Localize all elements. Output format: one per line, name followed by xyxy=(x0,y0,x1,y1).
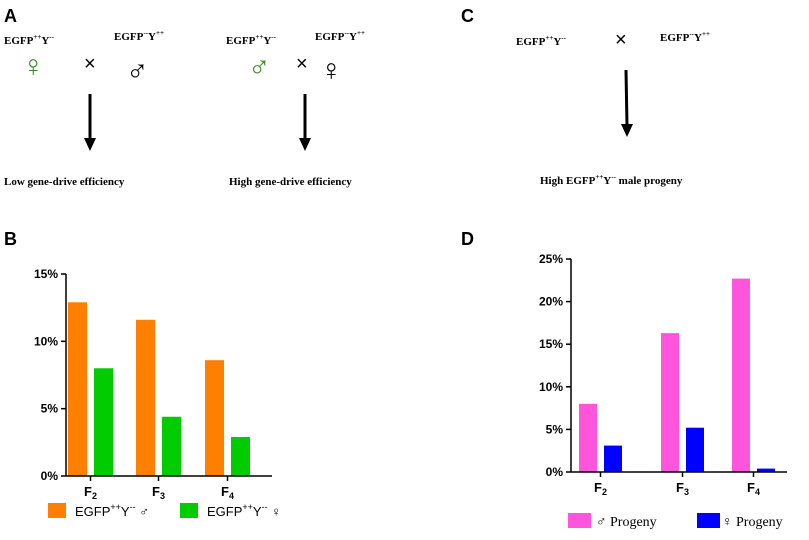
chart-d-legend-swatch-1 xyxy=(697,513,720,528)
cross2-male-symbol-icon: ♂ xyxy=(248,50,271,83)
panel-c-result: High EGFP++Y-- male progeny xyxy=(540,173,683,187)
cross1-female-symbol-icon: ♀ xyxy=(22,50,45,83)
chart-b-bar-1-2 xyxy=(231,436,250,476)
chart-d-legend-label-0: ♂ Progeny xyxy=(596,515,657,530)
chart-b-ytick-label-1: 5% xyxy=(41,402,59,416)
chart-b-bar-1-0 xyxy=(94,368,113,476)
panel-b-letter: B xyxy=(4,229,17,249)
cross2-female-genotype: EGFP--Y++ xyxy=(315,29,365,43)
chart-b-xtick-label-1: F3 xyxy=(152,484,165,501)
panel-c-times-symbol: × xyxy=(615,29,627,51)
chart-b: 0% 5% 10% 15% F2 F3 F4 EGFP++Y-- ♂ EGFP++Y-- ♀ xyxy=(34,267,281,519)
cross2-female-symbol-icon: ♀ xyxy=(320,54,343,87)
panel-c-left-genotype: EGFP++Y-- xyxy=(516,34,567,48)
cross1-times-symbol: × xyxy=(84,53,96,75)
chart-d-xtick-label-0: F2 xyxy=(594,480,607,497)
cross2-times-symbol: × xyxy=(296,53,308,75)
chart-b-legend-swatch-1 xyxy=(180,503,198,518)
chart-b-legend-label-1: EGFP++Y-- ♀ xyxy=(207,502,281,519)
panel-a: A EGFP++Y-- ♀ × EGFP--Y++ ♂ Low gene-dri… xyxy=(4,6,365,188)
chart-b-bar-0-0 xyxy=(68,302,87,476)
chart-b-xtick-label-2: F4 xyxy=(221,484,234,501)
chart-d-bar-0-2 xyxy=(732,278,750,472)
panel-d-letter: D xyxy=(461,229,474,249)
chart-d-bar-1-2 xyxy=(757,468,775,472)
chart-d-ytick-label-0: 0% xyxy=(546,465,564,479)
cross2-male-genotype: EGFP++Y-- xyxy=(226,33,277,47)
chart-d-legend-label-1: ♀ Progeny xyxy=(722,515,783,530)
chart-b-xtick-label-0: F2 xyxy=(84,484,97,501)
chart-b-bar-1-1 xyxy=(162,416,181,476)
chart-d-xtick-label-1: F3 xyxy=(676,480,689,497)
chart-d-bar-0-0 xyxy=(579,403,597,472)
chart-d-bar-1-0 xyxy=(604,445,622,472)
chart-d-legend-swatch-0 xyxy=(568,513,591,528)
chart-d-xtick-label-2: F4 xyxy=(747,480,760,497)
chart-d: 0% 5% 10% 15% 20% 25% F2 F3 F4 ♂ Progeny ♀ Progeny xyxy=(539,252,787,530)
panel-c: C EGFP++Y-- × EGFP--Y++ High EGFP++Y-- m… xyxy=(461,6,710,187)
cross1-female-genotype: EGFP++Y-- xyxy=(4,33,55,47)
cross2-result: High gene-drive efficiency xyxy=(229,176,352,188)
chart-b-bar-0-2 xyxy=(205,360,224,476)
cross1-arrow-head xyxy=(84,138,96,151)
panel-c-letter: C xyxy=(461,6,474,26)
cross1-male-symbol-icon: ♂ xyxy=(126,54,149,87)
chart-b-bar-0-1 xyxy=(136,319,155,476)
chart-b-legend-label-0: EGFP++Y-- ♂ xyxy=(75,502,149,519)
chart-b-ytick-label-3: 15% xyxy=(34,267,58,281)
panel-a-letter: A xyxy=(4,6,17,26)
cross1-male-genotype: EGFP--Y++ xyxy=(114,29,164,43)
panel-c-arrow-head xyxy=(621,124,633,137)
cross2-arrow-head xyxy=(299,138,311,151)
chart-b-ytick-label-0: 0% xyxy=(41,469,59,483)
chart-d-bar-0-1 xyxy=(661,333,679,472)
chart-d-ytick-label-5: 25% xyxy=(539,252,563,266)
chart-b-ytick-label-2: 10% xyxy=(34,334,58,348)
chart-d-ytick-label-4: 20% xyxy=(539,295,563,309)
chart-d-ytick-label-2: 10% xyxy=(539,380,563,394)
chart-d-bar-1-1 xyxy=(686,427,704,472)
panel-c-right-genotype: EGFP--Y++ xyxy=(660,30,710,44)
panel-c-arrow-shaft xyxy=(624,69,629,127)
cross1-result: Low gene-drive efficiency xyxy=(4,176,125,188)
chart-d-ytick-label-3: 15% xyxy=(539,337,563,351)
chart-d-ytick-label-1: 5% xyxy=(546,422,564,436)
chart-b-legend-swatch-0 xyxy=(48,503,66,518)
